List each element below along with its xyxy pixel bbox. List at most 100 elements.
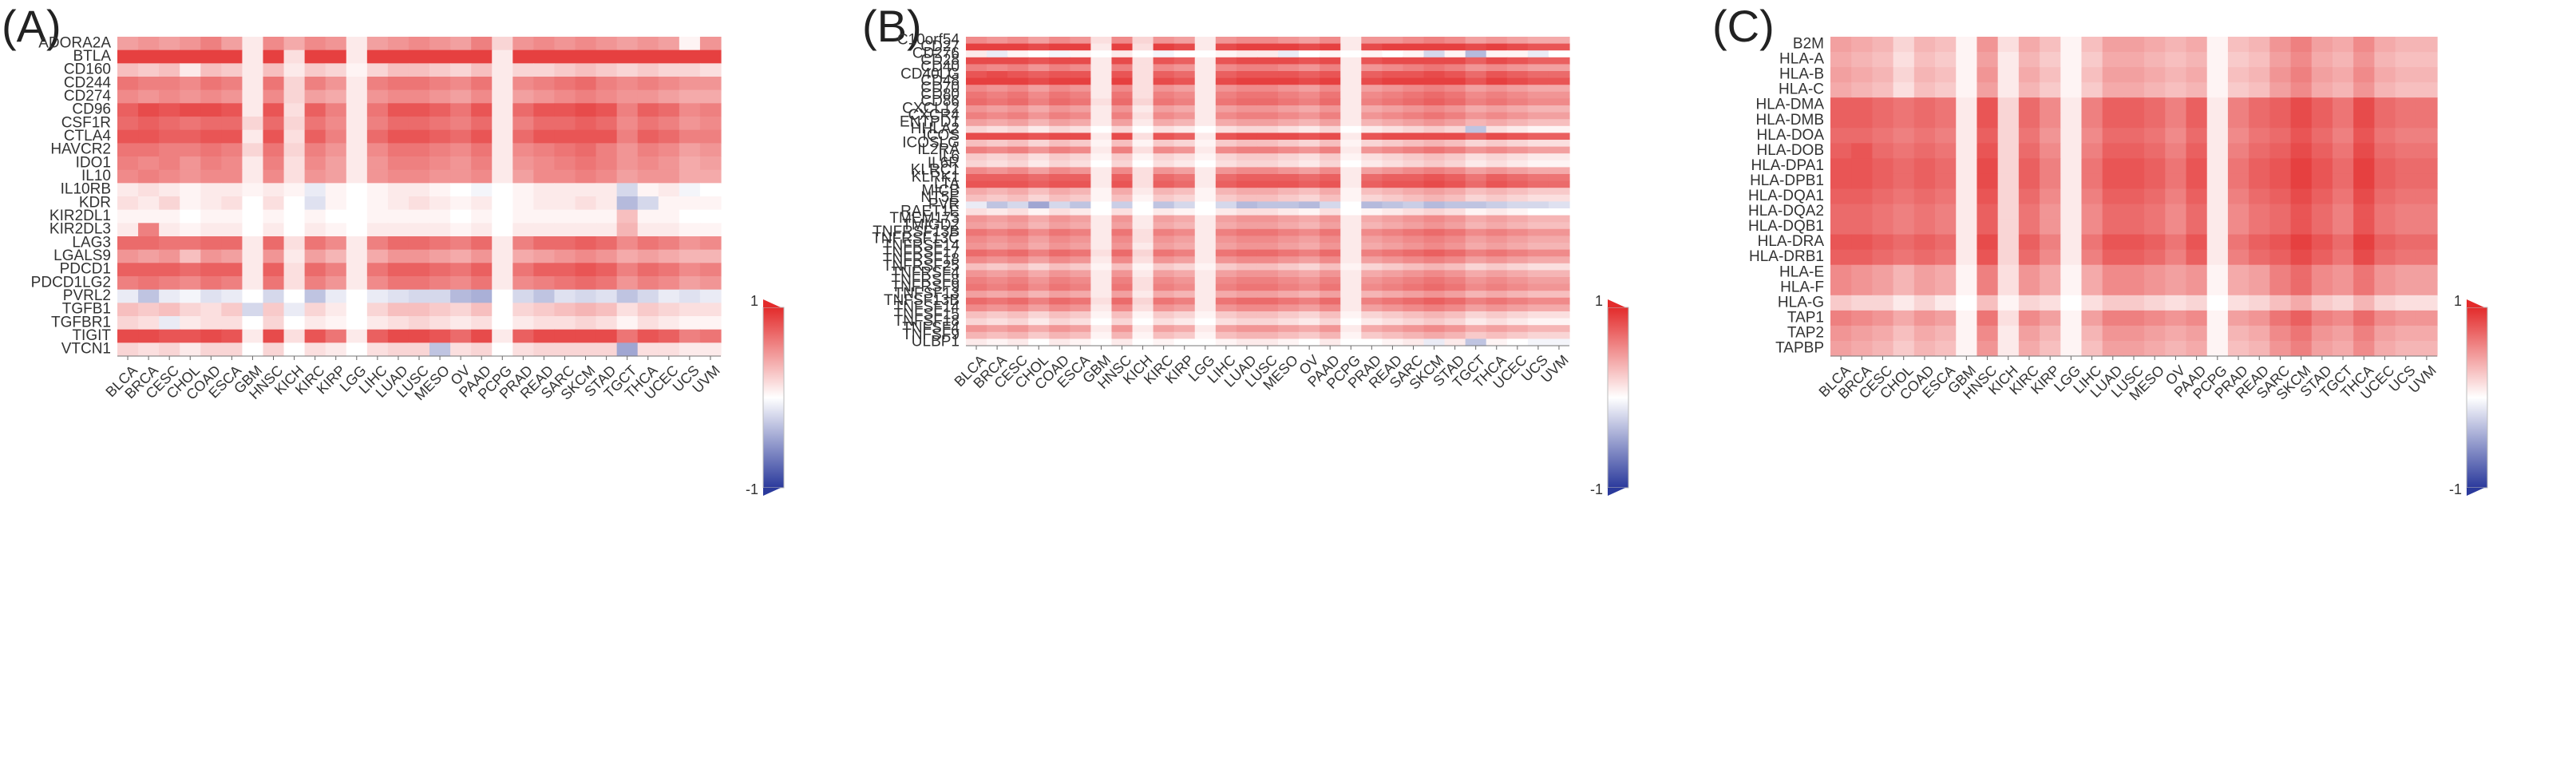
heatmap-cell: [1361, 146, 1383, 154]
heatmap-cell: [1070, 112, 1092, 120]
heatmap-cell: [2395, 340, 2417, 357]
heatmap-cell: [1028, 325, 1050, 333]
heatmap-cell: [1977, 264, 1999, 281]
heatmap-cell: [304, 342, 326, 357]
heatmap-cell: [2102, 67, 2124, 83]
heatmap-cell: [366, 37, 389, 51]
heatmap-cell: [987, 291, 1008, 299]
heatmap-cell: [159, 117, 180, 131]
heatmap-cell: [1173, 43, 1196, 51]
heatmap-cell: [1423, 140, 1446, 148]
heatmap-cell: [2144, 52, 2166, 68]
heatmap-cell: [1977, 143, 1999, 159]
heatmap-cell: [1299, 283, 1320, 291]
heatmap-cell: [200, 316, 222, 331]
heatmap-cell: [987, 249, 1008, 257]
heatmap-cell: [450, 77, 472, 91]
heatmap-cell: [242, 63, 264, 77]
heatmap-cell: [1236, 291, 1258, 299]
heatmap-cell: [1153, 270, 1175, 278]
heatmap-cell: [2018, 325, 2040, 342]
heatmap-cell: [987, 125, 1008, 133]
heatmap-cell: [2144, 249, 2166, 266]
heatmap-cell: [2102, 325, 2124, 342]
heatmap-cell: [2290, 188, 2313, 205]
heatmap-cell: [200, 276, 222, 291]
heatmap-cell: [2060, 67, 2083, 83]
heatmap-cell: [1830, 325, 1852, 342]
heatmap-cell: [387, 263, 410, 277]
heatmap-cell: [2144, 325, 2166, 342]
heatmap-cell: [1486, 146, 1508, 154]
heatmap-cell: [2165, 188, 2187, 205]
heatmap-cell: [2144, 204, 2166, 220]
heatmap-cell: [1090, 263, 1113, 271]
row-label: CD244: [64, 74, 112, 91]
heatmap-cell: [1070, 167, 1092, 175]
heatmap-cell: [2081, 82, 2103, 98]
heatmap-cell: [2081, 143, 2103, 159]
heatmap-cell: [408, 89, 430, 104]
heatmap-cell: [1299, 98, 1320, 106]
heatmap-cell: [1090, 215, 1113, 223]
heatmap-cell: [679, 289, 701, 303]
heatmap-cell: [2018, 249, 2040, 266]
heatmap-cell: [637, 129, 659, 144]
heatmap-cell: [2332, 113, 2354, 129]
heatmap-cell: [1423, 91, 1446, 99]
heatmap-cell: [616, 223, 639, 237]
heatmap-cell: [1215, 249, 1237, 257]
heatmap-cell: [346, 263, 368, 277]
heatmap-cell: [1007, 37, 1029, 45]
heatmap-cell: [1278, 43, 1300, 51]
heatmap-cell: [2311, 158, 2333, 175]
row-label: CD276: [912, 46, 960, 62]
heatmap-cell: [1132, 140, 1154, 148]
heatmap-cell: [1132, 291, 1154, 299]
heatmap-cell: [2227, 52, 2250, 68]
heatmap-cell: [2165, 82, 2187, 98]
heatmap-cell: [987, 77, 1008, 85]
heatmap-cell: [2374, 264, 2396, 281]
heatmap-cell: [658, 276, 680, 291]
heatmap-cell: [1382, 119, 1404, 127]
heatmap-cell: [2144, 219, 2166, 236]
heatmap-cell: [1256, 256, 1279, 264]
heatmap-cell: [1913, 67, 1936, 83]
heatmap-cell: [492, 117, 513, 131]
heatmap-cell: [533, 63, 556, 77]
heatmap-cell: [117, 329, 139, 343]
heatmap-cell: [1007, 277, 1029, 285]
heatmap-cell: [987, 153, 1008, 161]
heatmap-cell: [1977, 97, 1999, 113]
heatmap-cell: [2206, 158, 2229, 175]
heatmap-cell: [1049, 146, 1070, 154]
heatmap-cell: [1194, 263, 1217, 271]
heatmap-cell: [616, 303, 639, 317]
heatmap-cell: [1956, 219, 1978, 236]
row-label: TNFSF4: [902, 320, 960, 337]
heatmap-cell: [221, 49, 243, 64]
heatmap-cell: [2060, 249, 2083, 266]
heatmap-cell: [2040, 67, 2061, 83]
heatmap-cell: [1049, 167, 1070, 175]
heatmap-cell: [1444, 270, 1466, 278]
heatmap-cell: [699, 196, 722, 211]
heatmap-cell: [1830, 37, 1852, 53]
heatmap-cell: [2353, 52, 2375, 68]
heatmap-cell: [1132, 43, 1154, 51]
legend-min-label: -1: [1590, 481, 1603, 497]
heatmap-cell: [1465, 270, 1487, 278]
heatmap-cell: [1403, 304, 1425, 312]
heatmap-cell: [1070, 325, 1092, 333]
heatmap-cell: [2374, 188, 2396, 205]
heatmap-cell: [1173, 50, 1196, 58]
heatmap-cell: [966, 119, 987, 127]
heatmap-cell: [2102, 204, 2124, 220]
heatmap-cell: [1028, 194, 1050, 202]
heatmap-cell: [616, 103, 639, 117]
heatmap-cell: [429, 169, 451, 184]
heatmap-cell: [471, 276, 493, 291]
heatmap-cell: [1173, 304, 1196, 312]
heatmap-cell: [1236, 146, 1258, 154]
